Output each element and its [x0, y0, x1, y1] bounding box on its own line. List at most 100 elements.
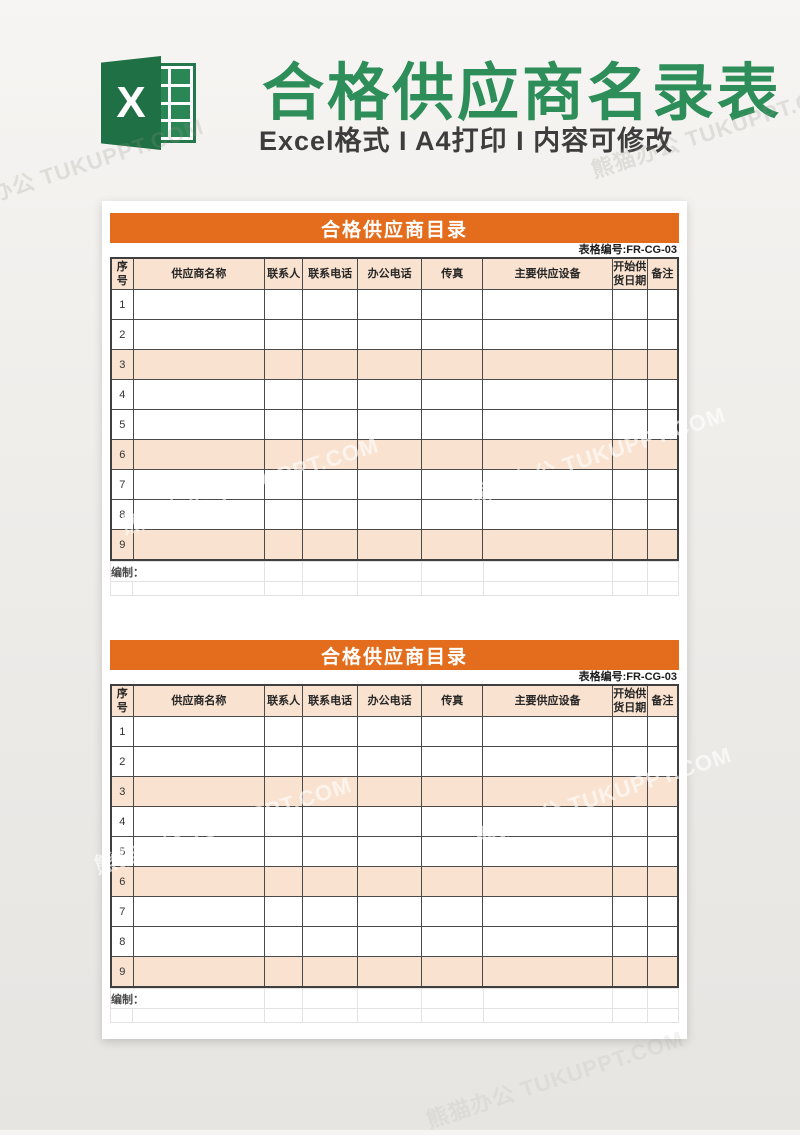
empty-cell	[646, 836, 679, 867]
empty-cell	[302, 409, 359, 440]
empty-cell	[421, 926, 484, 957]
maker-row: 编制：	[110, 988, 679, 1009]
empty-cell	[132, 319, 266, 350]
empty-cell	[264, 926, 304, 957]
empty-cell	[482, 1008, 614, 1023]
empty-cell	[421, 529, 484, 561]
column-header: 备注	[646, 684, 679, 717]
column-header: 序号	[110, 684, 134, 717]
row-number-cell: 9	[110, 529, 134, 561]
empty-cell	[302, 716, 359, 747]
empty-cell	[611, 349, 648, 380]
table-row: 7	[110, 469, 679, 500]
empty-cell	[264, 319, 304, 350]
table-title-bar: 合格供应商目录	[110, 640, 679, 670]
empty-cell	[421, 956, 484, 988]
empty-cell	[421, 1008, 484, 1023]
empty-cell	[132, 581, 265, 596]
table-code: 表格编号:FR-CG-03	[578, 671, 677, 683]
empty-cell	[611, 529, 648, 561]
empty-cell	[357, 746, 423, 777]
table-row: 9	[110, 956, 679, 988]
empty-cell	[612, 1008, 649, 1023]
empty-cell	[482, 409, 613, 440]
table-title: 合格供应商目录	[320, 219, 468, 241]
empty-cell	[421, 289, 484, 320]
empty-cell	[132, 716, 266, 747]
empty-cell	[612, 988, 649, 1009]
empty-cell	[302, 469, 359, 500]
empty-cell	[301, 1008, 359, 1023]
empty-cell	[302, 926, 359, 957]
empty-cell	[611, 926, 648, 957]
empty-cell	[357, 319, 423, 350]
empty-cell	[611, 319, 648, 350]
empty-cell	[264, 896, 304, 927]
empty-cell	[132, 409, 266, 440]
empty-cell	[302, 866, 359, 897]
empty-cell	[421, 776, 484, 807]
empty-cell	[482, 469, 613, 500]
header-row: 序号 供应商名称 联系人 联系电话 办公电话 传真 主要供应设备 开始供货日期 …	[110, 684, 679, 717]
supplier-table-page-1: 合格供应商目录 表格编号:FR-CG-03 序号 供应商名称 联系人 联系电话 …	[109, 213, 679, 596]
empty-cell	[302, 499, 359, 530]
column-header: 主要供应设备	[482, 257, 613, 290]
empty-cell	[357, 439, 423, 470]
empty-cell	[357, 988, 423, 1009]
empty-cell	[482, 988, 614, 1009]
banner: X 合格供应商名录表 Excel格式 I A4打印 I 内容可修改	[0, 0, 800, 200]
table-row: 9	[110, 529, 679, 561]
column-header: 传真	[421, 257, 484, 290]
empty-cell	[421, 469, 484, 500]
column-header: 联系人	[264, 684, 304, 717]
empty-cell	[264, 349, 304, 380]
empty-cell	[132, 776, 266, 807]
empty-cell	[357, 836, 423, 867]
empty-cell	[264, 716, 304, 747]
empty-cell	[132, 529, 266, 561]
empty-cell	[132, 866, 266, 897]
empty-cell	[264, 836, 304, 867]
empty-cell	[132, 836, 266, 867]
row-number-cell: 9	[110, 956, 134, 988]
maker-row: 编制：	[110, 561, 679, 582]
empty-cell	[132, 896, 266, 927]
table-row: 1	[110, 716, 679, 747]
table-row: 3	[110, 349, 679, 380]
empty-cell	[611, 746, 648, 777]
empty-cell	[646, 439, 679, 470]
table-row: 5	[110, 409, 679, 440]
empty-cell	[109, 581, 134, 596]
empty-cell	[421, 439, 484, 470]
table-row: 2	[110, 746, 679, 777]
empty-cell	[132, 499, 266, 530]
empty-cell	[357, 469, 423, 500]
empty-cell	[357, 529, 423, 561]
empty-cell	[482, 746, 613, 777]
empty-cell	[612, 561, 649, 582]
empty-cell	[647, 988, 679, 1009]
empty-cell	[421, 836, 484, 867]
row-number-cell: 5	[110, 836, 134, 867]
empty-cell	[646, 716, 679, 747]
empty-cell	[302, 836, 359, 867]
row-number-cell: 1	[110, 289, 134, 320]
empty-cell	[646, 956, 679, 988]
row-number-cell: 2	[110, 319, 134, 350]
banner-title: 合格供应商名录表	[262, 59, 783, 128]
table-row: 3	[110, 776, 679, 807]
empty-cell	[132, 806, 266, 837]
template-preview-card: 合格供应商目录 表格编号:FR-CG-03 序号 供应商名称 联系人 联系电话 …	[102, 201, 687, 1039]
empty-cell	[264, 289, 304, 320]
column-header: 供应商名称	[132, 684, 266, 717]
row-number-cell: 7	[110, 469, 134, 500]
maker-grid: 编制：	[109, 988, 679, 1023]
empty-cell	[132, 349, 266, 380]
column-header: 联系电话	[302, 257, 359, 290]
empty-cell	[132, 379, 266, 410]
header-row: 序号 供应商名称 联系人 联系电话 办公电话 传真 主要供应设备 开始供货日期 …	[110, 257, 679, 290]
empty-cell	[357, 409, 423, 440]
empty-cell	[482, 561, 614, 582]
excel-grid-icon	[150, 63, 196, 143]
table-row: 4	[110, 806, 679, 837]
